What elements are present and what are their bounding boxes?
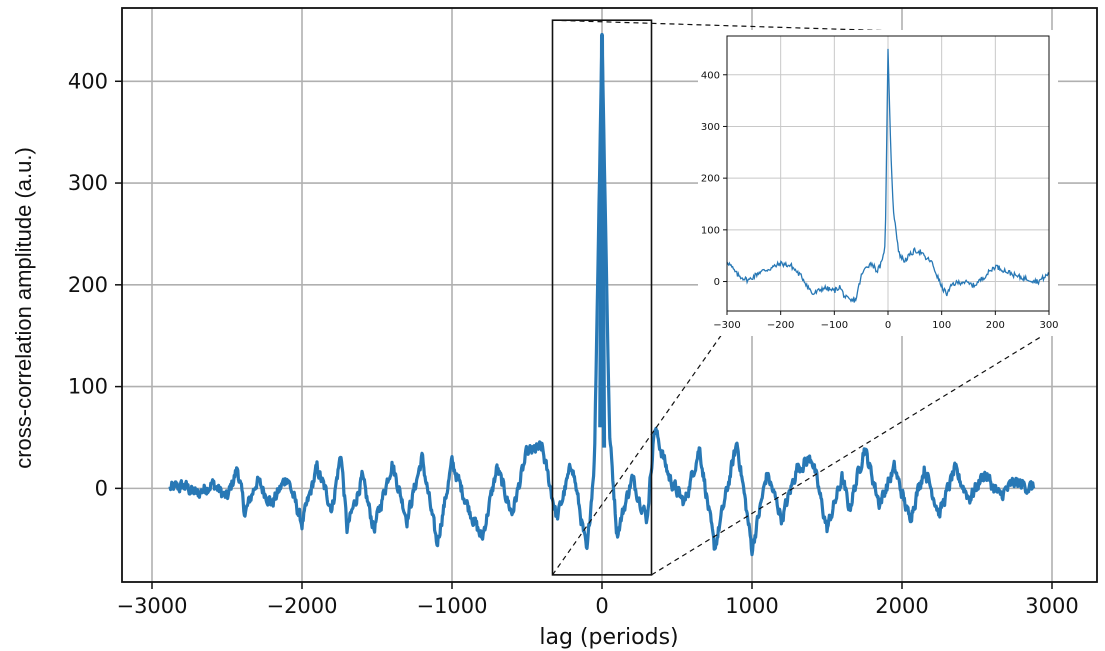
inset-y-tick-label: 400 <box>701 70 720 81</box>
main-x-tick-label: 2000 <box>875 594 928 618</box>
main-y-tick-label: 400 <box>68 69 108 93</box>
inset-series-line <box>726 48 1050 303</box>
main-y-tick-label: 100 <box>68 375 108 399</box>
main-ticks: −3000 −2000 −1000 0 1000 2000 3000010020030040… <box>68 69 1079 618</box>
main-series-peak <box>598 34 607 448</box>
connector-top <box>552 19 1058 37</box>
inset-x-tick-label: 100 <box>932 320 951 331</box>
main-x-tick-label: −2000 <box>266 594 337 618</box>
zoom-box <box>551 19 653 576</box>
main-x-tick-label: −1000 <box>416 594 487 618</box>
main-y-tick-label: 0 <box>95 476 108 500</box>
inset-x-tick-label: 200 <box>986 320 1005 331</box>
inset-x-tick-label: 300 <box>1039 320 1058 331</box>
inset-y-tick-label: 0 <box>714 277 720 288</box>
main-series <box>168 32 1036 557</box>
zoom-box-rect <box>551 19 653 576</box>
connector-bottom-right <box>651 326 1058 576</box>
inset-x-tick-label: −300 <box>713 320 740 331</box>
inset-background <box>698 30 1058 336</box>
inset-x-tick-label: 0 <box>885 320 891 331</box>
main-x-tick-label: 1000 <box>725 594 778 618</box>
inset-ticks: −300 −200 −100 0 100 200 300 0 100 200 300 400 <box>701 70 1059 331</box>
connector-bottom-left <box>552 326 728 576</box>
x-axis-label: lag (periods) <box>539 625 678 650</box>
inset-y-tick-label: 300 <box>701 122 720 133</box>
inset-series <box>726 48 1050 303</box>
main-x-tick-label: 0 <box>595 594 608 618</box>
inset-x-tick-label: −200 <box>767 320 794 331</box>
main-y-tick-label: 300 <box>68 171 108 195</box>
inset-y-tick-label: 100 <box>701 225 720 236</box>
main-y-tick-label: 200 <box>68 273 108 297</box>
inset-zoom-chart: −300 −200 −100 0 100 200 300 0 100 200 300 400 <box>698 30 1059 336</box>
inset-y-tick-label: 200 <box>701 174 720 185</box>
main-plot-frame <box>121 7 1098 583</box>
main-axes <box>121 7 1098 583</box>
zoom-connector-lines <box>552 19 1058 576</box>
main-x-tick-label: 3000 <box>1025 594 1078 618</box>
y-axis-label: cross-correlation amplitude (a.u.) <box>11 147 36 469</box>
inset-x-tick-label: −100 <box>821 320 848 331</box>
main-x-tick-label: −3000 <box>116 594 187 618</box>
